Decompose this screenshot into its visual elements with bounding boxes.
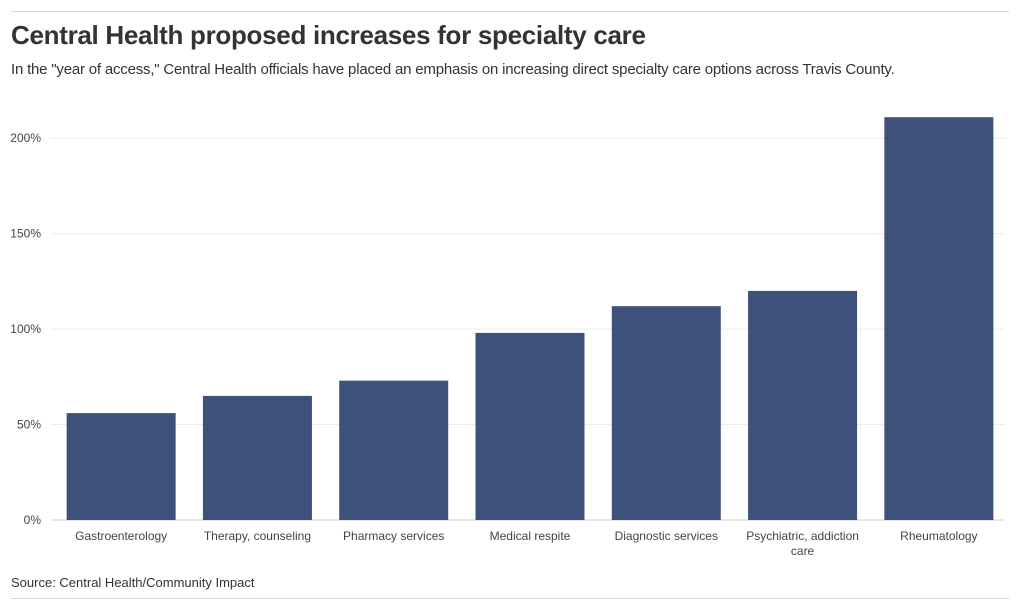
bar <box>748 290 858 520</box>
bar <box>66 413 176 520</box>
x-tick-label: Gastroenterology <box>75 529 167 543</box>
x-axis-ticks: Gastroenterology Therapy, counseling Pharm… <box>75 529 977 558</box>
y-tick-label: 50% <box>17 418 41 432</box>
source-note: Source: Central Health/Community Impact <box>11 575 255 590</box>
y-tick-label: 200% <box>10 131 41 145</box>
y-tick-label: 0% <box>24 513 42 527</box>
bars <box>66 117 994 520</box>
bar <box>202 395 312 520</box>
bar <box>339 380 449 520</box>
x-tick-label: Psychiatric, addiction care <box>746 529 859 558</box>
x-tick-label: Therapy, counseling <box>204 529 311 543</box>
x-tick-label: Pharmacy services <box>343 529 444 543</box>
bar <box>884 117 994 520</box>
y-tick-label: 100% <box>10 322 41 336</box>
top-rule <box>11 11 1009 12</box>
bar <box>475 332 585 520</box>
chart-subtitle: In the "year of access," Central Health … <box>11 61 895 78</box>
bottom-rule <box>11 598 1009 599</box>
x-tick-label: Medical respite <box>490 529 571 543</box>
y-axis-ticks: 0% 50% 100% 150% 200% <box>10 131 41 527</box>
x-tick-label: Diagnostic services <box>615 529 718 543</box>
chart-title: Central Health proposed increases for sp… <box>11 20 646 50</box>
x-tick-label: Rheumatology <box>900 529 977 543</box>
bar <box>611 306 721 520</box>
y-tick-label: 150% <box>10 227 41 241</box>
